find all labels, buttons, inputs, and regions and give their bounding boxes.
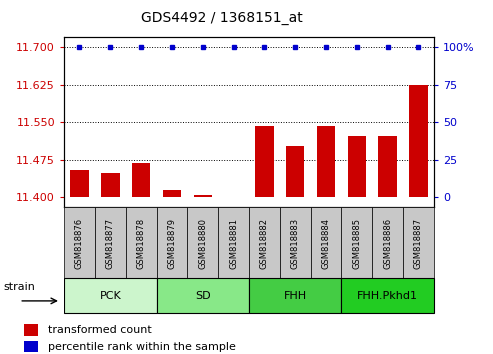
Text: GSM818881: GSM818881: [229, 218, 238, 269]
Text: GSM818883: GSM818883: [291, 218, 300, 269]
Bar: [311, 207, 341, 278]
Bar: [249, 278, 341, 313]
Bar: [403, 207, 434, 278]
Text: GSM818887: GSM818887: [414, 218, 423, 269]
Bar: [286, 146, 305, 197]
Text: GDS4492 / 1368151_at: GDS4492 / 1368151_at: [141, 11, 303, 25]
Bar: [24, 341, 38, 352]
Text: GSM818882: GSM818882: [260, 218, 269, 269]
Text: transformed count: transformed count: [47, 325, 151, 335]
Bar: [249, 207, 280, 278]
Text: SD: SD: [195, 291, 211, 301]
Bar: [64, 278, 157, 313]
Bar: [348, 136, 366, 197]
Bar: [317, 126, 335, 197]
Bar: [341, 207, 372, 278]
Bar: [163, 190, 181, 197]
Text: GSM818879: GSM818879: [168, 218, 176, 269]
Bar: [157, 207, 187, 278]
Text: GSM818886: GSM818886: [383, 218, 392, 269]
Bar: [218, 207, 249, 278]
Text: PCK: PCK: [100, 291, 121, 301]
Bar: [64, 207, 95, 278]
Bar: [378, 136, 397, 197]
Text: FHH.Pkhd1: FHH.Pkhd1: [357, 291, 418, 301]
Bar: [409, 85, 427, 197]
Bar: [70, 170, 89, 197]
Text: GSM818884: GSM818884: [321, 218, 330, 269]
Text: GSM818880: GSM818880: [198, 218, 207, 269]
Bar: [193, 195, 212, 197]
Text: percentile rank within the sample: percentile rank within the sample: [47, 342, 236, 352]
Text: GSM818876: GSM818876: [75, 218, 84, 269]
Text: strain: strain: [3, 282, 35, 292]
Text: FHH: FHH: [283, 291, 307, 301]
Bar: [132, 163, 150, 197]
Bar: [187, 207, 218, 278]
Text: GSM818885: GSM818885: [352, 218, 361, 269]
Bar: [255, 126, 274, 197]
Bar: [24, 324, 38, 336]
Bar: [341, 278, 434, 313]
Bar: [157, 278, 249, 313]
Text: GSM818877: GSM818877: [106, 218, 115, 269]
Bar: [101, 173, 119, 197]
Bar: [280, 207, 311, 278]
Bar: [126, 207, 157, 278]
Bar: [95, 207, 126, 278]
Text: GSM818878: GSM818878: [137, 218, 145, 269]
Bar: [372, 207, 403, 278]
